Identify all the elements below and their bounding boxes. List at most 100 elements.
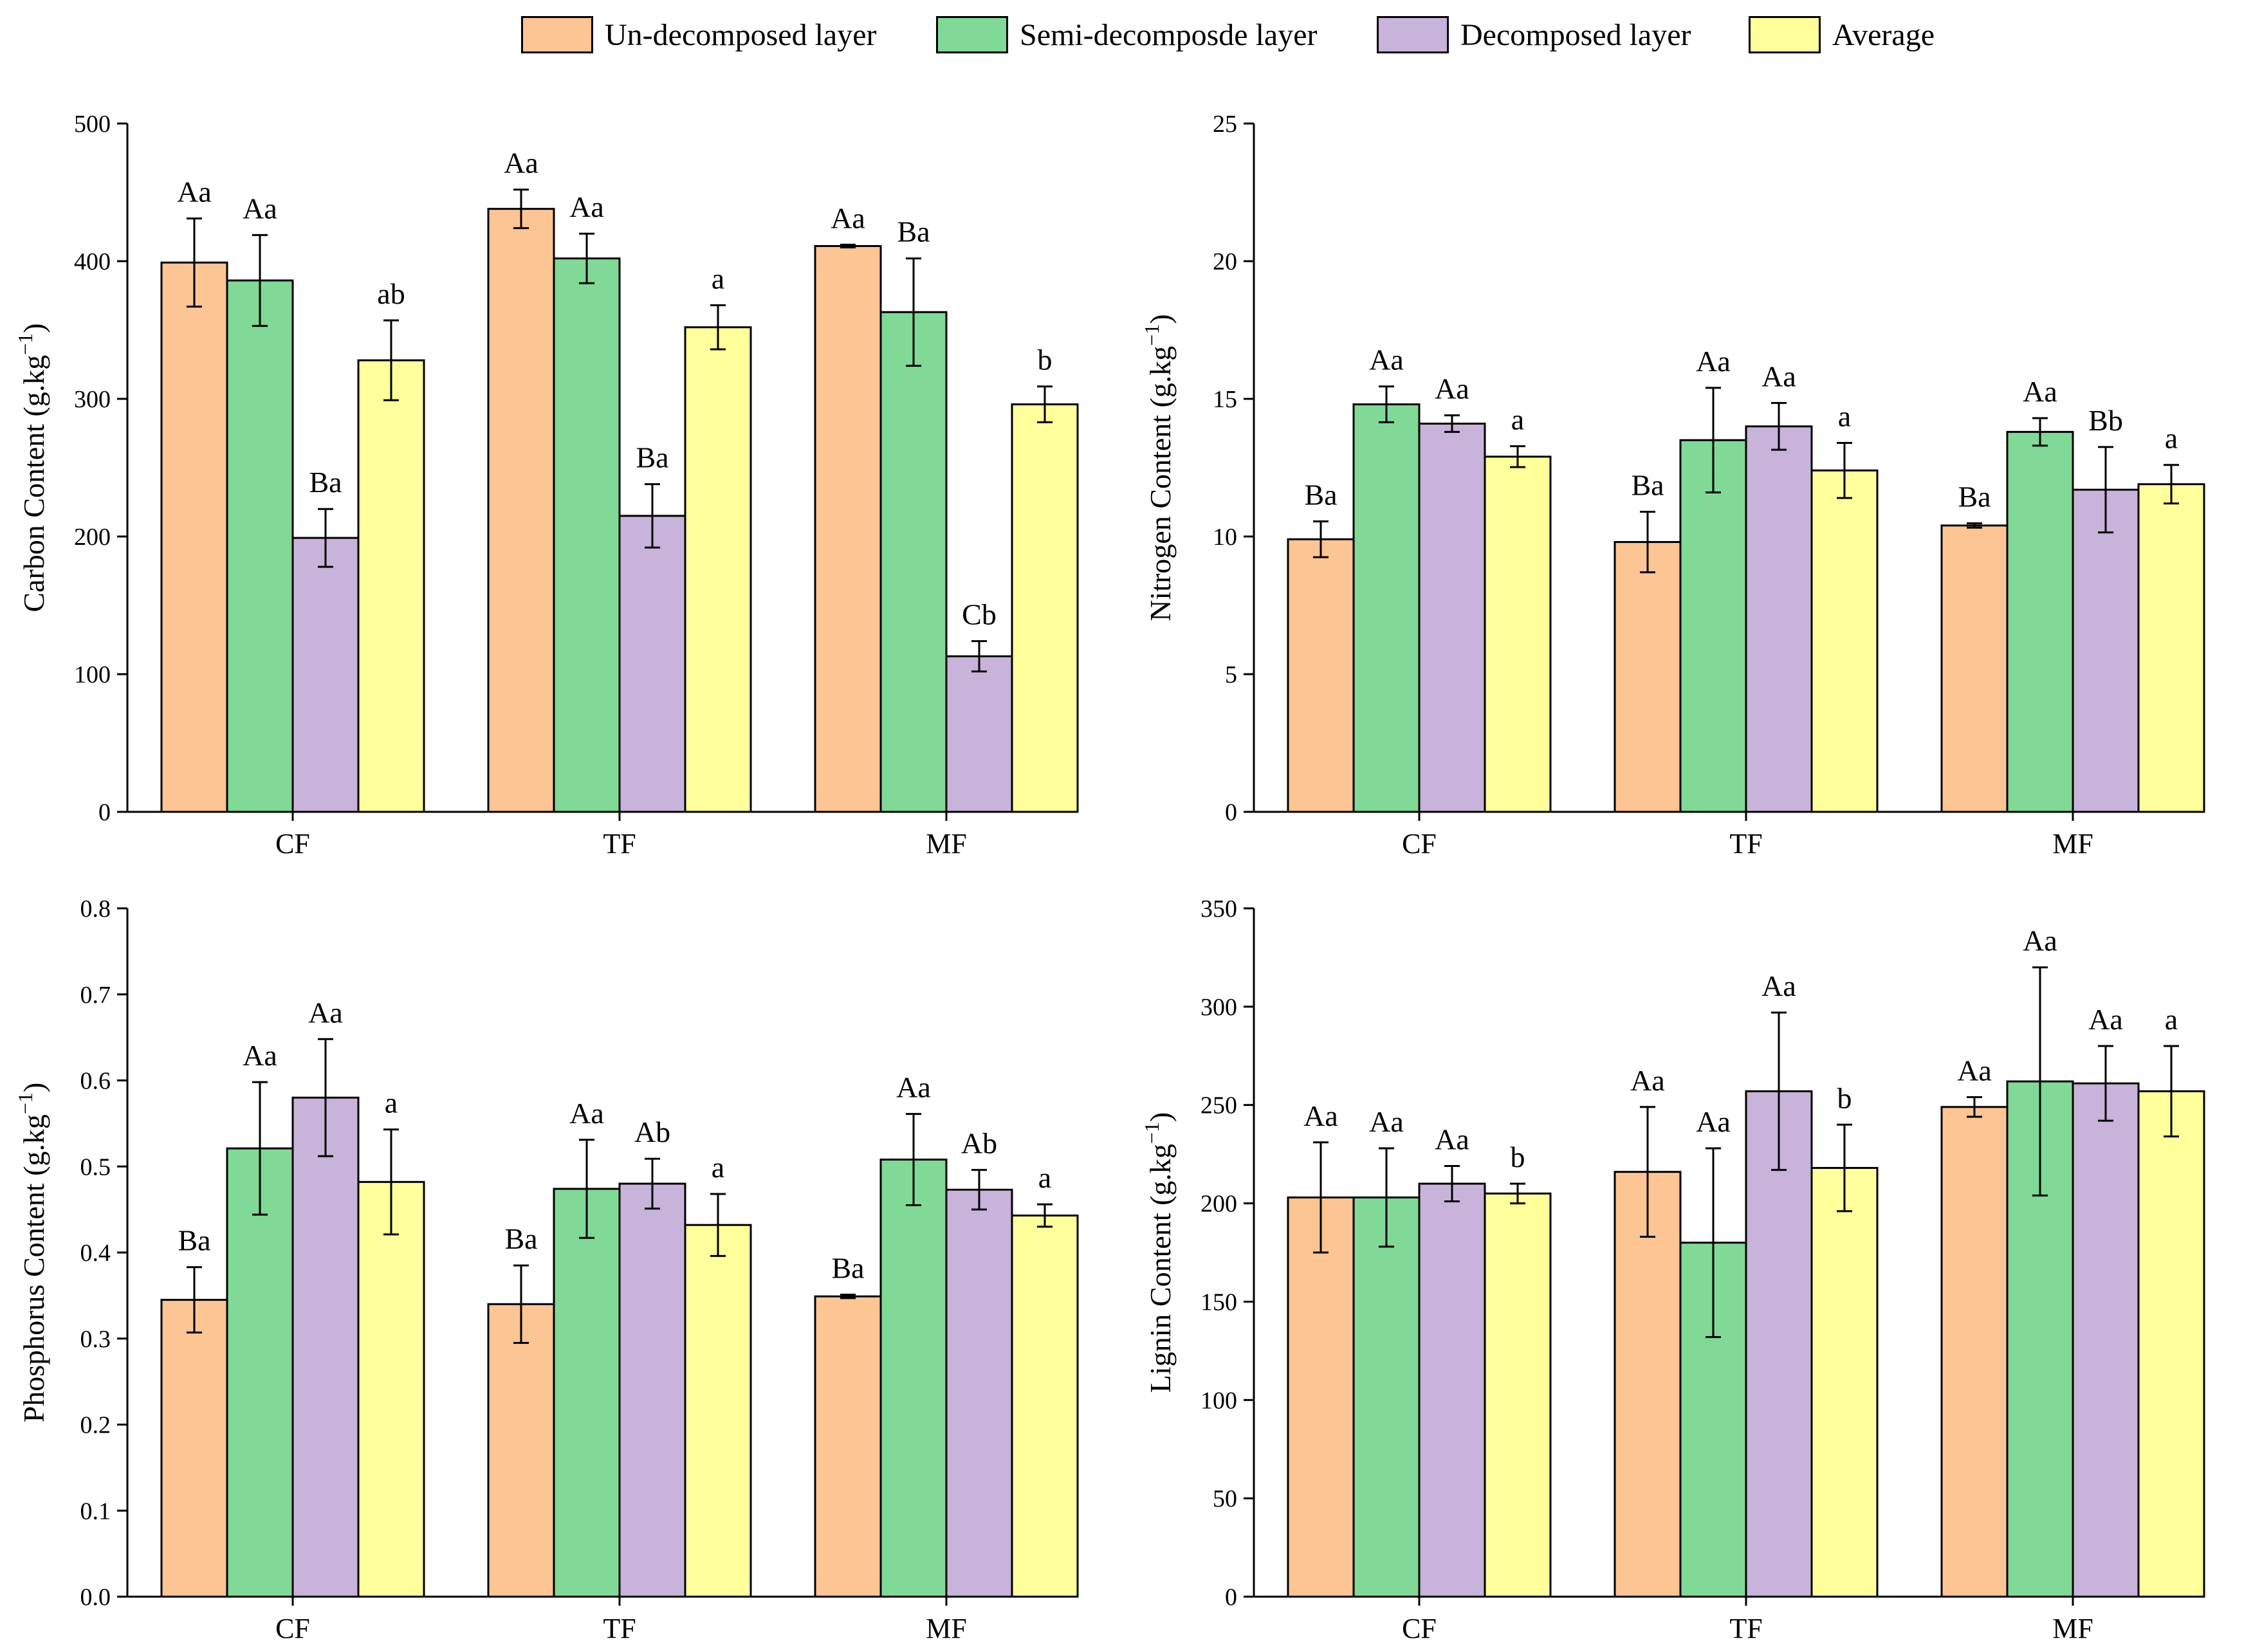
phosphorus-y-tick-label: 0.8 xyxy=(80,895,111,922)
phosphorus-y-tick-label: 0.5 xyxy=(80,1153,111,1180)
phosphorus-y-tick-label: 0.2 xyxy=(80,1412,111,1439)
carbon-y-tick-label: 400 xyxy=(74,248,111,275)
phosphorus-bar-semidecomposed-cf xyxy=(226,1147,294,1598)
carbon-significance-label-undecomposed-cf: Aa xyxy=(177,176,212,208)
lignin-significance-label-semidecomposed-mf: Aa xyxy=(2023,924,2057,957)
nitrogen-bar-decomposed-tf xyxy=(1745,425,1813,813)
lignin-significance-label-undecomposed-cf: Aa xyxy=(1303,1099,1338,1132)
phosphorus-significance-label-semidecomposed-cf: Aa xyxy=(243,1039,277,1072)
phosphorus-y-axis-title-exponent: −1 xyxy=(14,1092,37,1114)
carbon-y-tick-label: 300 xyxy=(74,386,111,413)
nitrogen-y-tick-label: 15 xyxy=(1213,386,1237,413)
nitrogen-x-tick-label: CF xyxy=(1402,828,1437,859)
phosphorus-significance-label-semidecomposed-tf: Aa xyxy=(569,1097,604,1130)
phosphorus-bar-average-cf xyxy=(357,1180,425,1598)
nitrogen-significance-label-semidecomposed-tf: Aa xyxy=(1696,345,1731,378)
nitrogen-content-chart: 0 5 10 15 20 25 CF TF MF Nitrogen Content (g.kg−1… xyxy=(1140,111,2205,859)
lignin-bar-average-tf xyxy=(1810,1167,1879,1598)
nitrogen-significance-label-average-mf: a xyxy=(2165,422,2178,455)
carbon-significance-label-decomposed-cf: Ba xyxy=(309,466,342,499)
phosphorus-significance-label-undecomposed-cf: Ba xyxy=(178,1224,210,1257)
phosphorus-x-tick-label: TF xyxy=(603,1613,636,1644)
nitrogen-significance-label-semidecomposed-cf: Aa xyxy=(1369,344,1404,376)
nitrogen-significance-label-undecomposed-cf: Ba xyxy=(1304,478,1337,511)
legend-label-undecomposed: Un-decomposed layer xyxy=(605,17,877,52)
nitrogen-significance-label-decomposed-tf: Aa xyxy=(1761,360,1796,392)
nitrogen-bar-semidecomposed-mf xyxy=(2006,430,2074,813)
carbon-bar-undecomposed-mf xyxy=(814,244,882,813)
nitrogen-significance-label-semidecomposed-mf: Aa xyxy=(2023,375,2057,408)
carbon-significance-label-decomposed-tf: Ba xyxy=(636,441,668,474)
nitrogen-significance-label-decomposed-mf: Bb xyxy=(2088,404,2123,437)
phosphorus-x-tick-label: MF xyxy=(926,1613,967,1644)
nitrogen-y-tick-label: 10 xyxy=(1213,524,1237,551)
carbon-bar-undecomposed-tf xyxy=(487,208,555,813)
lignin-significance-label-decomposed-cf: Aa xyxy=(1435,1123,1469,1155)
nitrogen-y-axis-title: Nitrogen Content (g.kg−1) xyxy=(1140,314,1177,621)
carbon-y-axis-title: Carbon Content (g.kg−1) xyxy=(14,323,50,612)
nitrogen-bar-semidecomposed-cf xyxy=(1352,403,1421,813)
legend-swatch-undecomposed xyxy=(521,16,593,53)
phosphorus-bar-average-tf xyxy=(684,1224,752,1598)
nitrogen-significance-label-undecomposed-mf: Ba xyxy=(1958,480,1991,513)
lignin-bar-average-cf xyxy=(1484,1192,1552,1598)
nitrogen-bar-average-cf xyxy=(1484,455,1552,813)
nitrogen-y-tick-label: 25 xyxy=(1213,111,1237,138)
lignin-bar-semidecomposed-cf xyxy=(1352,1196,1421,1598)
phosphorus-y-axis-title: Phosphorus Content (g.kg−1) xyxy=(14,1083,50,1423)
carbon-bar-average-tf xyxy=(684,326,752,813)
carbon-bar-average-mf xyxy=(1011,403,1079,813)
legend-label-decomposed: Decomposed layer xyxy=(1460,17,1691,52)
lignin-significance-label-decomposed-tf: Aa xyxy=(1761,969,1796,1002)
nitrogen-significance-label-undecomposed-tf: Ba xyxy=(1631,468,1664,501)
carbon-bar-decomposed-tf xyxy=(618,515,686,813)
nitrogen-y-tick-label: 20 xyxy=(1213,248,1237,275)
phosphorus-significance-label-average-tf: a xyxy=(712,1151,724,1184)
nitrogen-y-axis-title-exponent: −1 xyxy=(1140,324,1163,346)
phosphorus-bar-undecomposed-cf xyxy=(160,1299,228,1598)
lignin-y-tick-label: 350 xyxy=(1200,895,1237,922)
carbon-x-tick-label: MF xyxy=(926,828,967,859)
lignin-significance-label-semidecomposed-tf: Aa xyxy=(1696,1105,1731,1138)
phosphorus-bar-undecomposed-mf xyxy=(814,1295,882,1598)
legend: Un-decomposed layer Semi-decomposde laye… xyxy=(0,0,2253,71)
nitrogen-bar-decomposed-mf xyxy=(2072,488,2140,813)
carbon-significance-label-undecomposed-mf: Aa xyxy=(831,201,865,234)
legend-item-average: Average xyxy=(1749,14,1935,55)
carbon-content-chart: 0 100 200 300 400 500 CF TF MF Carbon Content (g.… xyxy=(14,111,1079,859)
nitrogen-significance-label-average-cf: a xyxy=(1511,403,1524,436)
lignin-x-tick-label: MF xyxy=(2052,1613,2093,1644)
phosphorus-significance-label-average-cf: a xyxy=(385,1087,398,1119)
carbon-x-tick-label: CF xyxy=(275,828,310,859)
lignin-x-tick-label: TF xyxy=(1729,1613,1762,1644)
carbon-significance-label-average-cf: ab xyxy=(377,277,405,310)
phosphorus-significance-label-decomposed-tf: Ab xyxy=(634,1115,670,1148)
nitrogen-bar-undecomposed-mf xyxy=(1940,524,2009,813)
lignin-significance-label-average-tf: b xyxy=(1837,1081,1852,1114)
nitrogen-bar-decomposed-cf xyxy=(1418,423,1486,813)
phosphorus-y-tick-label: 0.3 xyxy=(80,1326,111,1353)
lignin-y-axis-title: Lignin Content (g.kg−1) xyxy=(1140,1112,1177,1393)
lignin-y-tick-label: 300 xyxy=(1200,994,1237,1021)
carbon-bar-average-cf xyxy=(357,359,425,813)
lignin-bar-average-mf xyxy=(2137,1090,2205,1598)
lignin-significance-label-average-cf: b xyxy=(1511,1141,1525,1173)
phosphorus-y-tick-label: 0.6 xyxy=(80,1068,111,1095)
nitrogen-bar-undecomposed-cf xyxy=(1287,538,1355,813)
legend-item-decomposed: Decomposed layer xyxy=(1377,14,1691,55)
lignin-significance-label-average-mf: a xyxy=(2165,1003,2178,1036)
lignin-y-tick-label: 100 xyxy=(1200,1387,1237,1414)
carbon-bar-undecomposed-cf xyxy=(160,261,228,813)
phosphorus-y-tick-label: 0.1 xyxy=(80,1498,111,1525)
nitrogen-significance-label-average-tf: a xyxy=(1838,399,1851,432)
carbon-x-tick-label: TF xyxy=(603,828,636,859)
lignin-y-tick-label: 150 xyxy=(1200,1289,1237,1316)
nitrogen-bar-average-tf xyxy=(1810,469,1879,813)
phosphorus-y-axis-title-close: ) xyxy=(17,1083,50,1092)
nitrogen-x-tick-label: MF xyxy=(2052,828,2093,859)
nitrogen-x-tick-label: TF xyxy=(1729,828,1762,859)
legend-label-semidecomposed: Semi-decomposde layer xyxy=(1020,17,1318,52)
phosphorus-y-tick-label: 0.7 xyxy=(80,982,111,1009)
lignin-content-chart: 0 50 100 150 200 250 300 350 CF TF MF Lignin Conten… xyxy=(1140,895,2205,1644)
lignin-bar-undecomposed-tf xyxy=(1614,1171,1682,1598)
